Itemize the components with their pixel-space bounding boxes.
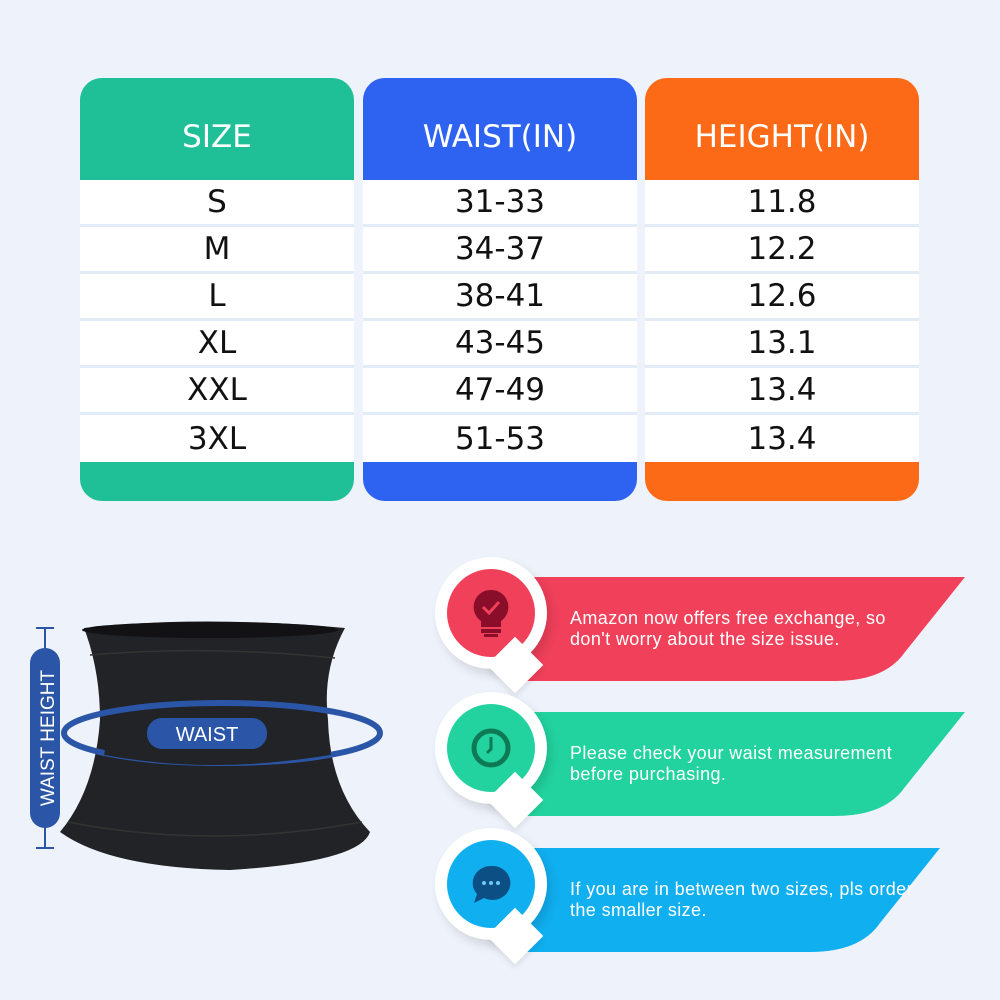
tip-banner [520, 848, 940, 952]
table-cell: 47-49 [363, 368, 637, 415]
tip-banner [520, 712, 965, 816]
tip-text: If you are in between two sizes, pls ord… [570, 879, 913, 920]
column-header: WAIST(IN) [422, 119, 578, 155]
waist-height-label: WAIST HEIGHT [38, 670, 59, 807]
waist-column: WAIST(IN) 31-33 34-37 38-41 43-45 47-49 51-53 [363, 78, 637, 501]
size-column: SIZE S M L XL XXL 3XL [80, 78, 354, 501]
waist-trainer-diagram: WAIST WAIST HEIGHT [30, 621, 383, 870]
table-cell: 34-37 [363, 227, 637, 274]
waist-label: WAIST [176, 724, 239, 746]
table-cell: XL [80, 321, 354, 368]
height-column: HEIGHT(IN) 11.8 12.2 12.6 13.1 13.4 13.4 [645, 78, 919, 501]
table-cell: 3XL [187, 420, 247, 457]
column-header: SIZE [182, 119, 252, 155]
column-header: HEIGHT(IN) [694, 119, 870, 155]
tip-text: Please check your waist measurement befo… [570, 743, 893, 784]
table-cell: 38-41 [363, 274, 637, 321]
table-cell: 12.2 [645, 227, 919, 274]
table-cell: 13.4 [645, 368, 919, 415]
table-cell: 51-53 [454, 420, 546, 457]
chat-bubble-icon [447, 840, 535, 928]
table-cell: XXL [80, 368, 354, 415]
table-cell: 13.4 [747, 420, 817, 457]
tip-banner [520, 577, 965, 681]
table-cell: L [80, 274, 354, 321]
table-cell: S [80, 180, 354, 227]
table-cell: 12.6 [645, 274, 919, 321]
table-cell: 11.8 [645, 180, 919, 227]
table-cell: 43-45 [363, 321, 637, 368]
table-cell: 31-33 [363, 180, 637, 227]
table-cell: 13.1 [645, 321, 919, 368]
table-cell: M [80, 227, 354, 274]
tip-text: Amazon now offers free exchange, so don'… [570, 608, 886, 649]
